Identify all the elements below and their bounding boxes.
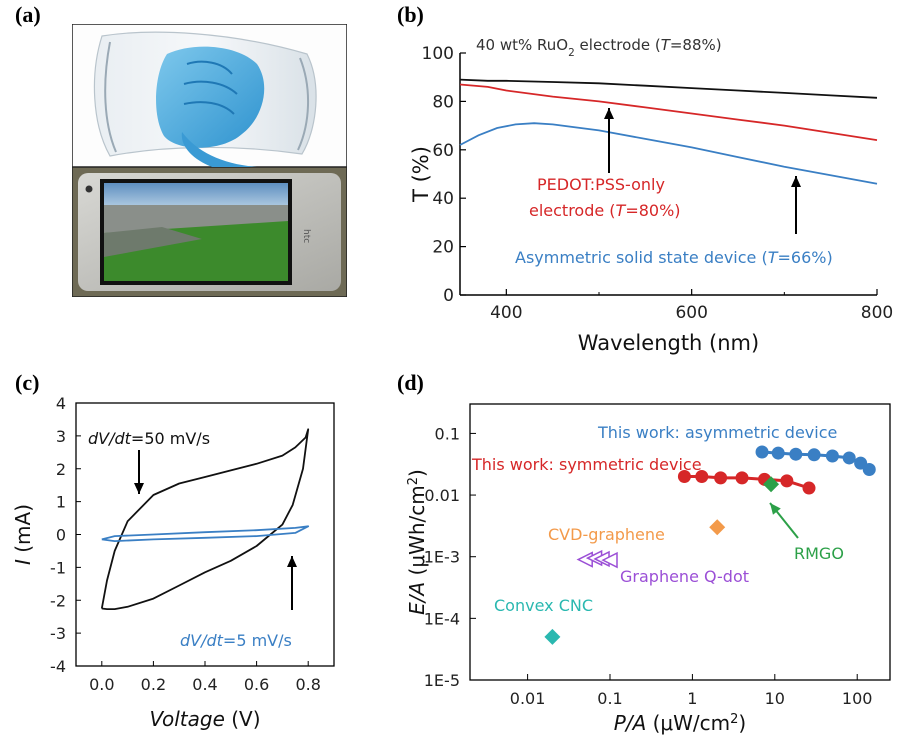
series-label-5: Convex CNC xyxy=(494,596,593,615)
plot-frame xyxy=(469,403,891,681)
series-label-2: CVD-graphene xyxy=(548,525,665,544)
y-axis-title: E/A (μWh/cm2) xyxy=(405,469,429,615)
point-circle-1-0 xyxy=(677,470,691,484)
arrow-pedot xyxy=(604,108,614,173)
annotation-pedot-line1: PEDOT:PSS-only xyxy=(537,175,665,194)
y-axis-title: I (mA) xyxy=(11,504,35,565)
transmittance-chart: 0 20 40 60 80 100 400 600 800 Wavelength (nm) T (%… xyxy=(410,36,893,355)
y-tick-label: 1E-5 xyxy=(424,671,460,690)
point-circle-0-5 xyxy=(842,451,856,465)
annotation-ruo2: 40 wt% RuO2 electrode (T=88%) xyxy=(476,36,722,59)
x-tick-label: 0.1 xyxy=(597,689,622,708)
panel-b-label: (b) xyxy=(397,2,424,27)
y-tick-label: 3 xyxy=(56,427,66,446)
series-label-3: RMGO xyxy=(794,544,844,563)
y-tick-label: 40 xyxy=(432,189,454,209)
point-circle-1-6 xyxy=(802,481,816,495)
point-circle-1-1 xyxy=(695,470,709,484)
point-circle-0-3 xyxy=(807,448,821,462)
point-diamond-3-0 xyxy=(763,476,780,493)
cyclic-voltammetry-chart: -4 -3 -2 -1 0 1 2 3 4 0.0 0.2 0.4 0.6 0.8 Voltage (V) I… xyxy=(11,394,335,731)
y-tick-label: -2 xyxy=(50,591,66,610)
y-tick-label: 1E-4 xyxy=(424,609,460,628)
series-label-1: This work: symmetric device xyxy=(471,455,702,474)
point-circle-0-0 xyxy=(755,445,769,459)
annotation-asym: Asymmetric solid state device (T=66%) xyxy=(515,248,833,267)
y-tick-label: 0.1 xyxy=(435,424,460,443)
series-line-1 xyxy=(459,83,878,141)
x-axis-title: Wavelength (nm) xyxy=(578,331,759,355)
cv-loop-0 xyxy=(100,428,310,611)
arrow-rmgo xyxy=(769,502,799,539)
y-axis-title: T (%) xyxy=(410,146,433,203)
y-tick-label: -4 xyxy=(50,657,66,676)
y-tick-label: 60 xyxy=(432,141,454,161)
phone-display-photo: htc xyxy=(72,167,347,297)
x-tick-label: 0.2 xyxy=(141,675,166,694)
y-tick-label: 0 xyxy=(443,286,454,306)
y-tick-label: 1E-3 xyxy=(424,548,460,567)
point-circle-0-4 xyxy=(825,449,839,463)
point-diamond-2-0 xyxy=(709,519,726,536)
x-tick-label: 1 xyxy=(687,689,697,708)
point-circle-1-2 xyxy=(714,471,728,485)
ragone-chart: 1E-5 1E-4 1E-3 0.01 0.1 0.01 0.1 1 10 100 P/A (μW/… xyxy=(405,403,891,735)
y-tick-label: 100 xyxy=(422,44,454,64)
annotation-5mvs: dV/dt=5 mV/s xyxy=(180,631,292,650)
x-tick-label: 0.6 xyxy=(244,675,269,694)
panel-a-label: (a) xyxy=(15,2,41,27)
series-line-0 xyxy=(459,78,878,99)
x-tick-label: 800 xyxy=(861,303,893,323)
y-tick-label: 0.01 xyxy=(424,486,460,505)
x-axis-title: P/A (μW/cm2) xyxy=(614,711,746,735)
x-tick-label: 0.01 xyxy=(510,689,546,708)
point-diamond-5-0 xyxy=(544,628,561,645)
arrow-5mvs xyxy=(287,556,297,610)
y-tick-label: -1 xyxy=(50,558,66,577)
x-tick-label: 600 xyxy=(675,303,707,323)
y-tick-label: 1 xyxy=(56,493,66,512)
y-tick-label: -3 xyxy=(50,624,66,643)
series-line-2 xyxy=(459,122,878,185)
y-tick-label: 20 xyxy=(432,238,454,258)
x-tick-label: 0.8 xyxy=(295,675,320,694)
point-circle-1-3 xyxy=(735,471,749,485)
annotation-50mvs: dV/dt=50 mV/s xyxy=(88,429,210,448)
cv-loop-1 xyxy=(101,525,310,543)
x-tick-label: 0.0 xyxy=(89,675,114,694)
x-tick-label: 10 xyxy=(765,689,785,708)
panel-c-label: (c) xyxy=(15,370,40,395)
svg-text:htc: htc xyxy=(301,229,311,243)
annotation-pedot-line2: electrode (T=80%) xyxy=(529,201,681,220)
arrow-50mvs xyxy=(134,450,144,494)
x-tick-label: 0.4 xyxy=(192,675,217,694)
y-tick-label: 2 xyxy=(56,460,66,479)
point-circle-1-5 xyxy=(780,474,794,488)
series-label-4: Graphene Q-dot xyxy=(620,567,749,586)
point-circle-0-2 xyxy=(789,447,803,461)
series-label-0: This work: asymmetric device xyxy=(597,423,837,442)
point-triangle-left-4-3 xyxy=(601,551,618,569)
y-tick-label: 80 xyxy=(432,92,454,112)
point-circle-0-1 xyxy=(771,446,785,460)
arrow-asym xyxy=(791,176,801,234)
flexible-film-photo xyxy=(72,24,347,167)
x-axis-title: Voltage (V) xyxy=(149,707,260,731)
x-tick-label: 400 xyxy=(490,303,522,323)
point-circle-0-7 xyxy=(862,462,876,476)
y-tick-label: 0 xyxy=(56,526,66,545)
x-tick-label: 100 xyxy=(842,689,873,708)
y-tick-label: 4 xyxy=(56,394,66,413)
panel-d-label: (d) xyxy=(397,370,424,395)
